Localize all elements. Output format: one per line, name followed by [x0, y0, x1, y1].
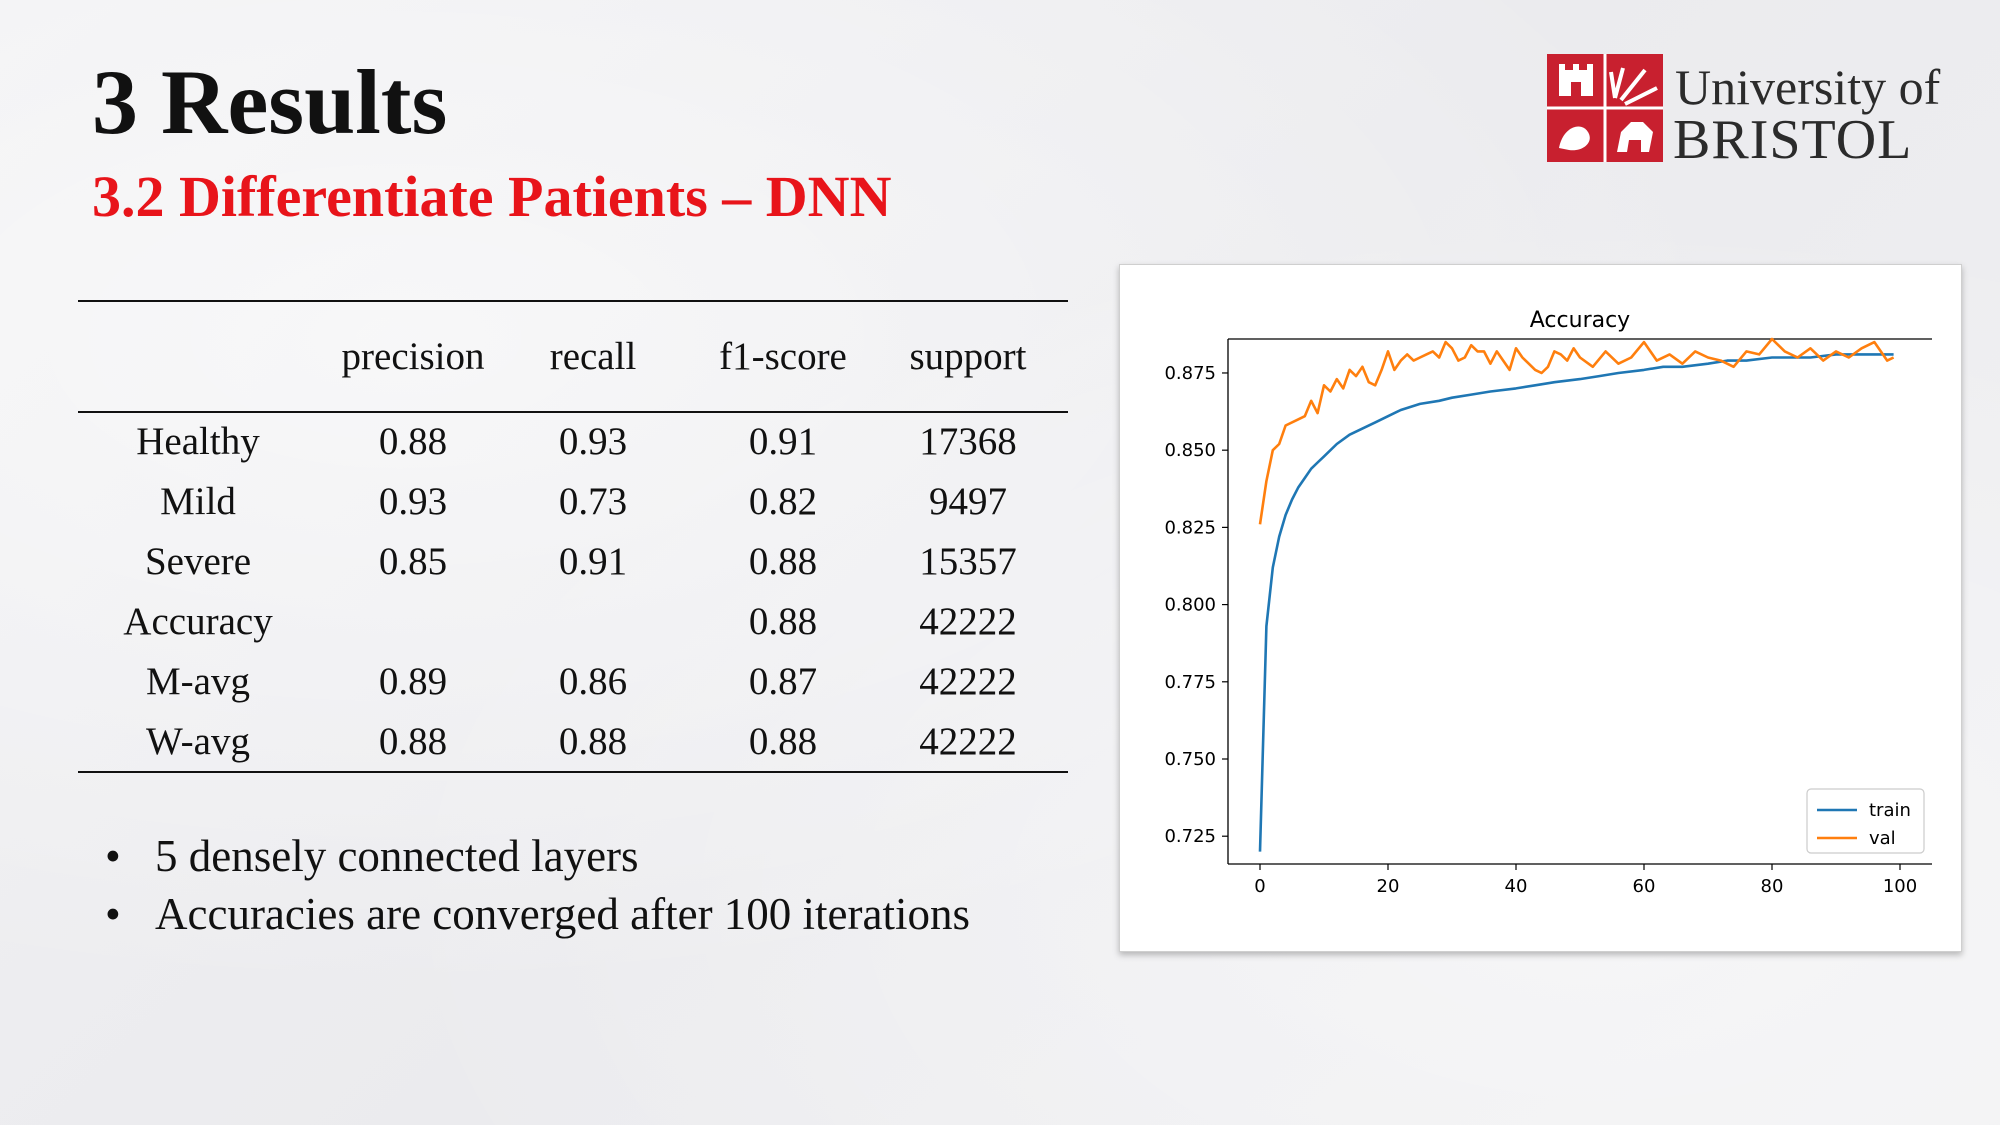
cell-precision: 0.88	[378, 720, 448, 763]
y-tick-label: 0.825	[1164, 517, 1216, 538]
header-f1-score: f1-score	[719, 335, 847, 378]
accuracy-chart-card: Accuracy 0.725 0.750 0.775 0.800 0.825 0.850 0.…	[1119, 264, 1962, 952]
y-tick-label: 0.750	[1164, 749, 1216, 770]
y-tick-label: 0.775	[1164, 672, 1216, 693]
y-tick-label: 0.875	[1164, 363, 1216, 384]
list-item: • 5 densely connected layers	[105, 834, 639, 879]
logo-university-of: University of	[1675, 59, 1941, 115]
row-label: Severe	[144, 540, 252, 583]
cell-f1-score: 0.82	[748, 480, 818, 523]
university-logo: University of BRISTOL	[1545, 48, 1955, 168]
bullet-dot-icon: •	[105, 831, 121, 881]
cell-recall: 0.86	[558, 660, 628, 703]
row-label: W-avg	[146, 720, 250, 763]
cell-f1-score: 0.87	[748, 660, 818, 703]
cell-f1-score: 0.91	[748, 420, 818, 463]
table-bottom-rule	[78, 771, 1068, 773]
cell-support: 42222	[919, 660, 1017, 703]
y-tick-label: 0.725	[1164, 826, 1216, 847]
cell-precision: 0.88	[378, 420, 448, 463]
cell-support: 9497	[929, 480, 1007, 523]
cell-f1-score: 0.88	[748, 720, 818, 763]
cell-recall: 0.93	[558, 420, 628, 463]
slide-subtitle: 3.2 Differentiate Patients – DNN	[92, 164, 892, 229]
cell-support: 42222	[919, 600, 1017, 643]
header-precision: precision	[341, 335, 485, 378]
bullet-text: Accuracies are converged after 100 itera…	[155, 889, 971, 939]
chart-title: Accuracy	[1530, 308, 1630, 333]
bristol-crest-icon	[1547, 54, 1663, 162]
header-support: support	[909, 335, 1027, 378]
cell-recall: 0.91	[558, 540, 628, 583]
cell-f1-score: 0.88	[748, 600, 818, 643]
row-label: M-avg	[146, 660, 250, 703]
logo-bristol: BRISTOL	[1673, 109, 1913, 171]
x-tick-label: 0	[1254, 876, 1265, 897]
cell-support: 17368	[919, 420, 1017, 463]
cell-support: 42222	[919, 720, 1017, 763]
y-tick-label: 0.850	[1164, 440, 1216, 461]
x-tick-label: 40	[1505, 876, 1528, 897]
x-tick-label: 20	[1377, 876, 1400, 897]
slide-title: 3 Results	[92, 51, 448, 153]
cell-recall: 0.73	[558, 480, 628, 523]
cell-recall: 0.88	[558, 720, 628, 763]
y-tick-label: 0.800	[1164, 595, 1216, 616]
cell-precision: 0.85	[378, 540, 448, 583]
row-label: Accuracy	[123, 600, 273, 643]
accuracy-chart: Accuracy 0.725 0.750 0.775 0.800 0.825 0.850 0.…	[1164, 308, 1932, 897]
series-line-train	[1258, 353, 1894, 852]
legend-box	[1806, 788, 1925, 854]
bullet-text: 5 densely connected layers	[155, 831, 639, 881]
legend-label-train: train	[1869, 800, 1911, 821]
list-item: • Accuracies are converged after 100 iter…	[105, 892, 970, 937]
table-header-rule	[78, 411, 1068, 413]
x-tick-label: 80	[1761, 876, 1784, 897]
bullet-dot-icon: •	[105, 889, 121, 939]
legend-label-val: val	[1869, 828, 1896, 849]
row-label: Healthy	[136, 420, 260, 463]
header-recall: recall	[549, 335, 637, 378]
series-line-val	[1258, 337, 1895, 525]
cell-f1-score: 0.88	[748, 540, 818, 583]
x-tick-label: 100	[1883, 876, 1917, 897]
table-top-rule	[78, 300, 1068, 302]
cell-precision: 0.93	[378, 480, 448, 523]
cell-support: 15357	[919, 540, 1017, 583]
cell-precision: 0.89	[378, 660, 448, 703]
row-label: Mild	[160, 480, 236, 523]
x-tick-label: 60	[1633, 876, 1656, 897]
